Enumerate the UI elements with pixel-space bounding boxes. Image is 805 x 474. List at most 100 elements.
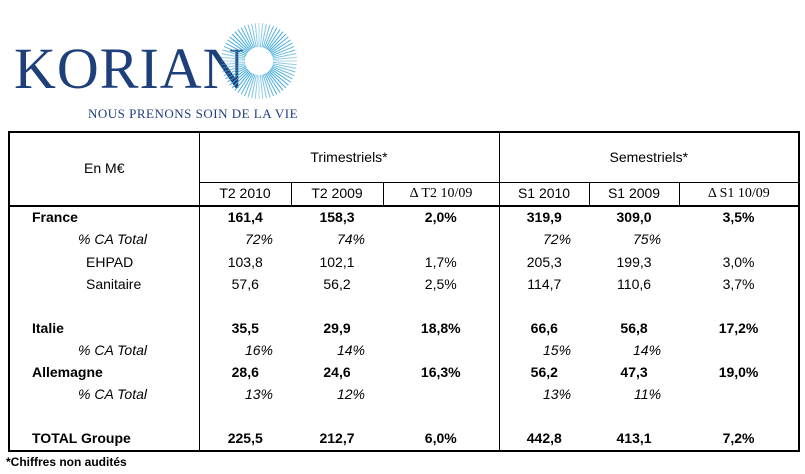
table-cell: 18,8% — [383, 317, 500, 340]
table-cell: 72% — [543, 231, 572, 248]
table-cell: 19,0% — [679, 361, 801, 384]
table-cell: 12% — [336, 386, 365, 403]
logo-tagline: NOUS PRENONS SOIN DE LA VIE — [88, 106, 299, 121]
table-cell: 3,7% — [679, 273, 801, 296]
table-row: Allemagne 28,6 24,6 16,3% 56,2 47,3 19,0% — [8, 361, 801, 384]
table-cell — [589, 406, 679, 428]
table-cell — [679, 339, 801, 362]
table-cell: 309,0 — [589, 204, 680, 229]
table-cell — [383, 339, 500, 362]
table-cell — [679, 295, 801, 318]
table-cell: 13% — [244, 386, 273, 403]
row-label: France — [8, 204, 200, 229]
table-cell — [383, 228, 500, 251]
table-cell: 72% — [244, 231, 273, 248]
column-header: Δ T2 10/09 — [383, 181, 500, 206]
table-cell: 16% — [244, 341, 273, 358]
table-cell: 14% — [633, 341, 662, 358]
table-cell — [291, 295, 383, 317]
table-cell: 16,3% — [383, 361, 500, 384]
table-cell: 158,3 — [291, 204, 383, 229]
spacer-row — [8, 405, 801, 428]
table-cell — [291, 406, 383, 428]
table-cell: 3,0% — [679, 250, 801, 274]
table-cell: 28,6 — [231, 364, 259, 381]
korian-logo: KORIAN NOUS PRENONS SOIN DE LA VIE — [0, 0, 330, 128]
table-cell: 13% — [543, 386, 572, 403]
group-header-semestriels: Semestriels* — [499, 131, 801, 182]
table-cell: 442,8 — [499, 427, 590, 453]
table-cell: 56,8 — [620, 319, 648, 336]
table-row: France 161,4 158,3 2,0% 319,9 309,0 3,5% — [8, 204, 801, 229]
table-cell — [679, 405, 801, 428]
table-cell: 7,2% — [679, 427, 801, 453]
table-cell: 205,3 — [526, 253, 562, 270]
column-header: T2 2010 — [199, 181, 292, 206]
sun-burst-icon — [221, 23, 297, 99]
group-header-trimestriels: Trimestriels* — [199, 131, 500, 182]
table-row: Italie 35,5 29,9 18,8% 66,6 56,8 17,2% — [8, 317, 801, 340]
table-cell: 47,3 — [620, 364, 648, 381]
table-row: TOTAL Groupe 225,5 212,7 6,0% 442,8 413,1 7,2% — [8, 427, 801, 453]
table-cell: 66,6 — [530, 319, 558, 336]
table-cell: 75% — [633, 231, 662, 248]
table-cell: 161,4 — [199, 204, 291, 229]
table-cell: 11% — [634, 386, 662, 403]
table-cell: 3,5% — [679, 204, 801, 229]
table-cell: 102,1 — [319, 253, 355, 270]
row-label: TOTAL Groupe — [8, 427, 200, 453]
table-cell: 114,7 — [527, 275, 562, 292]
table-cell — [499, 406, 589, 428]
table-cell: 56,2 — [530, 364, 558, 381]
table-cell: 413,1 — [589, 427, 680, 453]
table-cell: 212,7 — [291, 427, 383, 453]
table-row: % CA Total 72% 74% 72% 75% — [8, 228, 801, 251]
row-label: Allemagne — [8, 361, 200, 384]
table-cell: 225,5 — [199, 427, 291, 453]
table-cell: 74% — [336, 231, 365, 248]
row-label: Sanitaire — [8, 273, 200, 296]
table-cell — [383, 295, 500, 318]
table-cell: 29,9 — [323, 319, 351, 336]
table-cell — [383, 405, 500, 428]
table-cell: 14% — [336, 341, 365, 358]
table-cell — [199, 406, 291, 428]
row-label — [8, 295, 200, 318]
table-cell — [499, 295, 589, 317]
row-label — [8, 405, 200, 428]
table-cell — [679, 228, 801, 251]
table-cell — [199, 295, 291, 317]
row-label: Italie — [8, 317, 200, 340]
table-cell: 103,8 — [227, 253, 263, 270]
footnote: *Chiffres non audités — [6, 455, 127, 469]
table-row: Sanitaire 57,6 56,2 2,5% 114,7 110,6 3,7% — [8, 273, 801, 296]
logo-wordmark: KORIAN — [14, 36, 246, 101]
row-label: % CA Total — [8, 339, 200, 362]
table-cell: 57,6 — [231, 275, 259, 292]
revenue-table: En M€ Trimestriels* Semestriels* T2 2010… — [8, 131, 801, 453]
table-cell: 35,5 — [231, 319, 259, 336]
table-cell: 17,2% — [679, 317, 801, 340]
row-label: % CA Total — [8, 383, 200, 406]
row-label: EHPAD — [8, 250, 200, 274]
table-cell: 110,6 — [617, 275, 652, 292]
table-row: % CA Total 16% 14% 15% 14% — [8, 339, 801, 362]
table-cell: 1,7% — [383, 250, 500, 274]
corner-label: En M€ — [8, 131, 200, 206]
column-header: S1 2009 — [589, 181, 680, 206]
spacer-row — [8, 295, 801, 318]
table-cell: 199,3 — [616, 253, 652, 270]
table-cell: 56,2 — [323, 275, 351, 292]
column-header: S1 2010 — [499, 181, 590, 206]
table-cell — [589, 295, 679, 317]
row-label: % CA Total — [8, 228, 200, 251]
table-cell — [383, 383, 500, 406]
column-header: Δ S1 10/09 — [679, 181, 801, 206]
table-cell: 2,0% — [383, 204, 500, 229]
table-row: % CA Total 13% 12% 13% 11% — [8, 383, 801, 406]
table-row: EHPAD 103,8 102,1 1,7% 205,3 199,3 3,0% — [8, 250, 801, 274]
column-header: T2 2009 — [291, 181, 384, 206]
table-cell: 319,9 — [499, 204, 590, 229]
table-cell — [679, 383, 801, 406]
table-cell: 15% — [543, 341, 572, 358]
